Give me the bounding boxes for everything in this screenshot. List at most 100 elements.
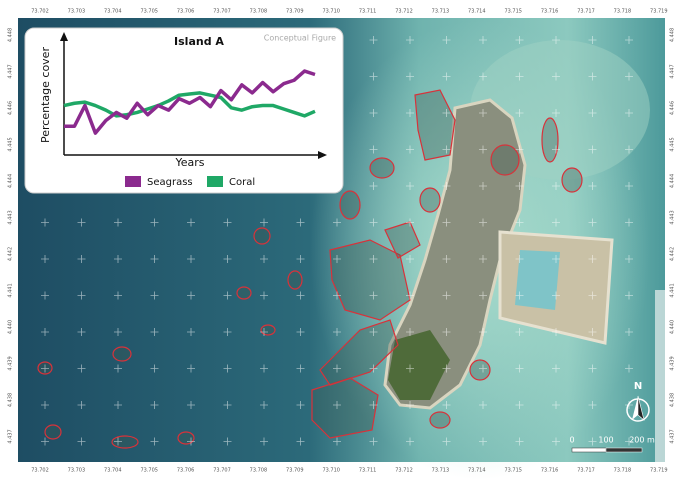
- grid-cross: [625, 218, 633, 227]
- grid-cross: [223, 218, 232, 227]
- y-axis-arrow: [60, 32, 68, 41]
- longitude-label: 73.703: [68, 9, 86, 15]
- grid-cross: [515, 437, 524, 446]
- grid-cross: [369, 36, 378, 44]
- grid-cross: [625, 364, 633, 373]
- grid-cross: [77, 401, 86, 409]
- grid-cross: [369, 218, 378, 227]
- longitude-label: 73.707: [213, 468, 231, 474]
- longitude-label: 73.706: [177, 9, 195, 15]
- grid-cross: [114, 364, 122, 373]
- latitude-label: 4.437: [8, 429, 14, 443]
- grid-cross: [588, 72, 597, 81]
- grid-cross: [187, 328, 195, 336]
- y-axis-label: Percentage cover: [39, 47, 52, 143]
- latitude-label: 4.441: [670, 283, 676, 297]
- grid-cross: [260, 328, 268, 336]
- longitude-label: 73.713: [432, 468, 450, 474]
- grid-cross: [625, 328, 633, 336]
- grid-cross: [223, 255, 232, 263]
- grid-cross: [625, 291, 633, 300]
- patch: [561, 167, 583, 193]
- latitude-label: 4.440: [670, 320, 676, 334]
- longitude-label: 73.716: [541, 9, 559, 15]
- legend-label: Seagrass: [147, 177, 193, 188]
- scale-segment: [571, 447, 607, 453]
- grid-cross: [150, 218, 159, 227]
- grid-cross: [77, 218, 86, 227]
- coordinate-labels: 73.702 73.702 73.703 73.703 73.704 73.704 73.7…: [8, 9, 676, 474]
- grid-cross: [223, 437, 232, 446]
- grid-cross: [552, 255, 560, 263]
- grid-cross: [114, 218, 122, 227]
- grid-cross: [515, 109, 524, 117]
- longitude-label: 73.711: [359, 9, 377, 15]
- series-line: [64, 69, 316, 135]
- longitude-label: 73.704: [104, 9, 122, 15]
- grid-cross: [442, 255, 451, 263]
- grid-cross: [260, 437, 268, 446]
- grid-cross: [333, 291, 341, 300]
- grid-cross: [515, 36, 524, 44]
- latitude-label: 4.441: [8, 283, 14, 297]
- grid-cross: [296, 328, 305, 336]
- grid-cross: [406, 182, 414, 190]
- longitude-label: 73.709: [286, 9, 304, 15]
- longitude-label: 73.712: [395, 468, 413, 474]
- patch: [490, 144, 520, 176]
- grid-cross: [552, 182, 560, 190]
- inset-panel: [24, 27, 344, 194]
- north-arrow: N: [626, 381, 650, 422]
- grid-cross: [150, 437, 159, 446]
- grid-cross: [223, 401, 232, 409]
- grid-cross: [406, 401, 414, 409]
- latitude-label: 4.437: [670, 429, 676, 443]
- inset-chart: Island A Conceptual Figure Percentage co…: [24, 27, 344, 194]
- grid-cross: [296, 401, 305, 409]
- grid-cross: [223, 291, 232, 300]
- grid-cross: [187, 364, 195, 373]
- latitude-label: 4.447: [670, 64, 676, 78]
- longitude-label: 73.702: [31, 468, 49, 474]
- grid-cross: [333, 364, 341, 373]
- grid-cross: [442, 109, 451, 117]
- longitude-label: 73.718: [614, 468, 632, 474]
- grid-cross: [588, 109, 597, 117]
- grid-cross: [552, 291, 560, 300]
- grid-cross: [77, 291, 86, 300]
- grid-cross: [552, 401, 560, 409]
- north-label: N: [634, 381, 642, 392]
- longitude-label: 73.717: [577, 468, 595, 474]
- grid-cross: [150, 328, 159, 336]
- latitude-label: 4.448: [670, 28, 676, 42]
- grid-cross: [479, 36, 487, 44]
- grid-cross: [442, 145, 451, 154]
- grid-cross: [515, 218, 524, 227]
- latitude-label: 4.438: [8, 393, 14, 407]
- legend-swatch: [207, 176, 223, 187]
- patch: [369, 157, 395, 179]
- grid-cross: [552, 364, 560, 373]
- grid-cross: [479, 145, 487, 154]
- grid-cross: [479, 218, 487, 227]
- grid-cross: [552, 437, 560, 446]
- grid-cross: [406, 364, 414, 373]
- grid-cross: [442, 72, 451, 81]
- grid-cross: [223, 364, 232, 373]
- grid-cross: [260, 291, 268, 300]
- longitude-label: 73.717: [577, 9, 595, 15]
- grid-cross: [406, 437, 414, 446]
- longitude-label: 73.709: [286, 468, 304, 474]
- longitude-label: 73.702: [31, 9, 49, 15]
- scale-segment: [605, 447, 643, 453]
- latitude-label: 4.445: [670, 137, 676, 151]
- seagrass-patches: [37, 89, 583, 449]
- scale-bar: 0 100 200 m: [569, 436, 655, 453]
- patch: [469, 359, 491, 381]
- longitude-label: 73.705: [140, 468, 158, 474]
- grid-cross: [187, 401, 195, 409]
- longitude-label: 73.708: [250, 468, 268, 474]
- grid-cross: [552, 218, 560, 227]
- grid-cross: [552, 145, 560, 154]
- grid-cross: [150, 291, 159, 300]
